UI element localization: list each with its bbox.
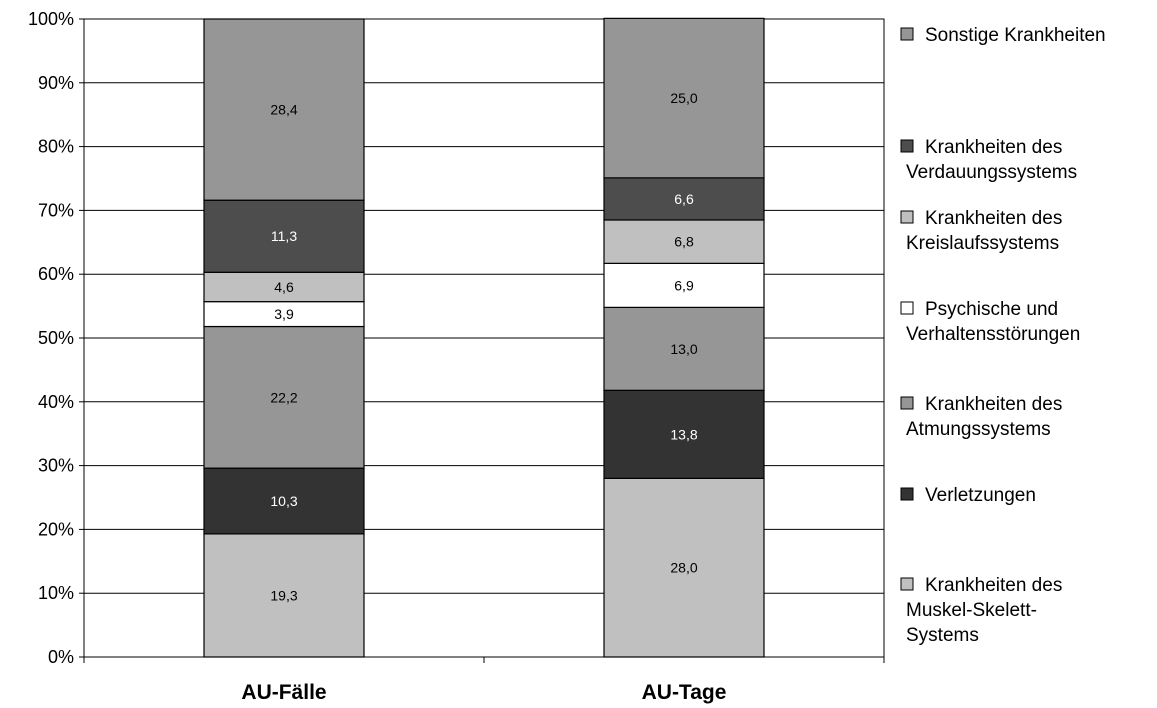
data-label: 4,6 (274, 279, 294, 295)
bar-segment (603, 219, 765, 264)
legend-swatch (900, 210, 914, 224)
legend-label-line: Psychische und (925, 299, 1058, 320)
y-tick-label: 70% (38, 200, 74, 220)
legend-label: Sonstige Krankheiten (925, 25, 1106, 46)
data-label: 13,0 (670, 341, 697, 357)
legend-label-line: Sonstige Krankheiten (925, 25, 1106, 46)
category-label: AU-Tage (642, 681, 727, 704)
data-label: 25,0 (670, 90, 697, 106)
data-label: 11,3 (271, 228, 297, 244)
legend-label-line: Systems (906, 625, 979, 646)
data-label: 6,6 (674, 191, 694, 207)
data-label: 10,3 (270, 493, 297, 509)
y-tick-label: 20% (38, 519, 74, 539)
bar-segment (203, 18, 365, 201)
legend-label: Krankheiten des Kreislaufssystems (906, 208, 1062, 254)
legend-label: Krankheiten des Atmungssystems (906, 394, 1062, 440)
data-label: 28,4 (270, 102, 297, 118)
y-tick-label: 80% (38, 137, 74, 157)
legend-label-line: Krankheiten des (925, 137, 1062, 158)
legend-label-line: Kreislaufssystems (906, 233, 1059, 254)
legend-label: Krankheiten des Muskel-Skelett- Systems (906, 575, 1062, 646)
axes: 0% 10% 20% 30% 40% 50% 60% 70% 80% 90% 100% AU-Fäll… (28, 9, 885, 704)
bar-segment (203, 199, 365, 273)
bar-segment (603, 389, 765, 479)
data-label: 6,8 (674, 234, 694, 250)
data-label: 13,8 (670, 426, 697, 442)
legend-label: Verletzungen (925, 485, 1036, 506)
legend-label: Krankheiten des Verdauungssystems (906, 137, 1077, 183)
legend-label-line: Verdauungssystems (906, 162, 1077, 183)
data-label: 6,9 (674, 277, 694, 293)
bar-segment (603, 177, 765, 221)
data-label: 19,3 (270, 587, 297, 603)
legend-swatch (900, 139, 914, 153)
y-tick-label: 60% (38, 264, 74, 284)
data-label: 22,2 (270, 389, 297, 405)
legend-swatch (900, 27, 914, 41)
legend-swatch (900, 487, 914, 501)
legend-label-line: Muskel-Skelett- (906, 600, 1037, 621)
legend-label-line: Krankheiten des (925, 208, 1062, 229)
legend-label-line: Krankheiten des (925, 575, 1062, 596)
legend-label-line: Krankheiten des (925, 394, 1062, 415)
legend-label: Psychische und Verhaltensstörungen (906, 299, 1080, 345)
legend-label-line: Verletzungen (925, 485, 1036, 506)
bar-segment (203, 533, 365, 658)
y-tick-label: 0% (48, 647, 74, 667)
y-tick-label: 100% (28, 9, 74, 29)
bar-segment (603, 262, 765, 308)
legend-swatch (900, 301, 914, 315)
y-tick-label: 10% (38, 583, 74, 603)
legend-label-line: Atmungssystems (906, 419, 1051, 440)
bar-segment (603, 477, 765, 658)
y-tick-label: 30% (38, 456, 74, 476)
legend-label-line: Verhaltensstörungen (906, 324, 1080, 345)
data-label: 28,0 (670, 560, 697, 576)
y-tick-label: 50% (38, 328, 74, 348)
category-label: AU-Fälle (241, 681, 326, 704)
legend-swatch (900, 396, 914, 410)
bar-segment (203, 301, 365, 328)
bar-segment (203, 271, 365, 303)
bar-stacks: 19,3 10,3 22,2 3,9 4,6 11,3 28,4 28,0 13,8 13,0 6,… (203, 17, 765, 658)
y-tick-label: 40% (38, 392, 74, 412)
bar-segment (603, 17, 765, 179)
data-label: 3,9 (274, 306, 294, 322)
legend: Sonstige Krankheiten Krankheiten des Verda… (900, 25, 1106, 646)
y-tick-label: 90% (38, 73, 74, 93)
legend-swatch (900, 577, 914, 591)
